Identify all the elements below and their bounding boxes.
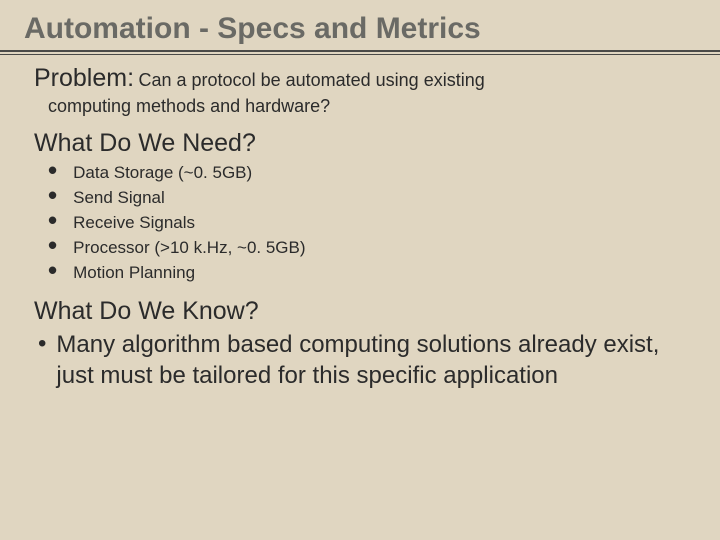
content-area: Problem: Can a protocol be automated usi…: [0, 63, 720, 392]
know-item: • Many algorithm based computing solutio…: [34, 330, 686, 391]
slide-title: Automation - Specs and Metrics: [0, 12, 720, 50]
bullet-icon: •: [48, 160, 57, 180]
know-heading: What Do We Know?: [34, 297, 686, 326]
bullet-icon: •: [48, 260, 57, 280]
bullet-text: Motion Planning: [73, 260, 195, 283]
title-underline-thin: [0, 54, 720, 55]
bullet-text: Data Storage (~0. 5GB): [73, 160, 252, 183]
problem-text: Can a protocol be automated using existi…: [139, 70, 485, 90]
bullet-icon: •: [48, 185, 57, 205]
problem-label: Problem:: [34, 64, 134, 92]
bullet-icon: •: [48, 210, 57, 230]
know-text: Many algorithm based computing solutions…: [56, 330, 686, 391]
list-item: • Send Signal: [48, 185, 686, 208]
bullet-text: Receive Signals: [73, 210, 195, 233]
need-list: • Data Storage (~0. 5GB) • Send Signal •…: [48, 160, 686, 283]
problem-continuation: computing methods and hardware?: [48, 96, 686, 117]
slide: Automation - Specs and Metrics Problem: …: [0, 0, 720, 540]
list-item: • Receive Signals: [48, 210, 686, 233]
bullet-text: Processor (>10 k.Hz, ~0. 5GB): [73, 235, 305, 258]
title-underline: [0, 50, 720, 52]
bullet-icon: •: [38, 330, 46, 359]
list-item: • Data Storage (~0. 5GB): [48, 160, 686, 183]
list-item: • Motion Planning: [48, 260, 686, 283]
problem-line: Problem: Can a protocol be automated usi…: [34, 63, 686, 94]
bullet-icon: •: [48, 235, 57, 255]
list-item: • Processor (>10 k.Hz, ~0. 5GB): [48, 235, 686, 258]
bullet-text: Send Signal: [73, 185, 165, 208]
need-heading: What Do We Need?: [34, 129, 686, 158]
